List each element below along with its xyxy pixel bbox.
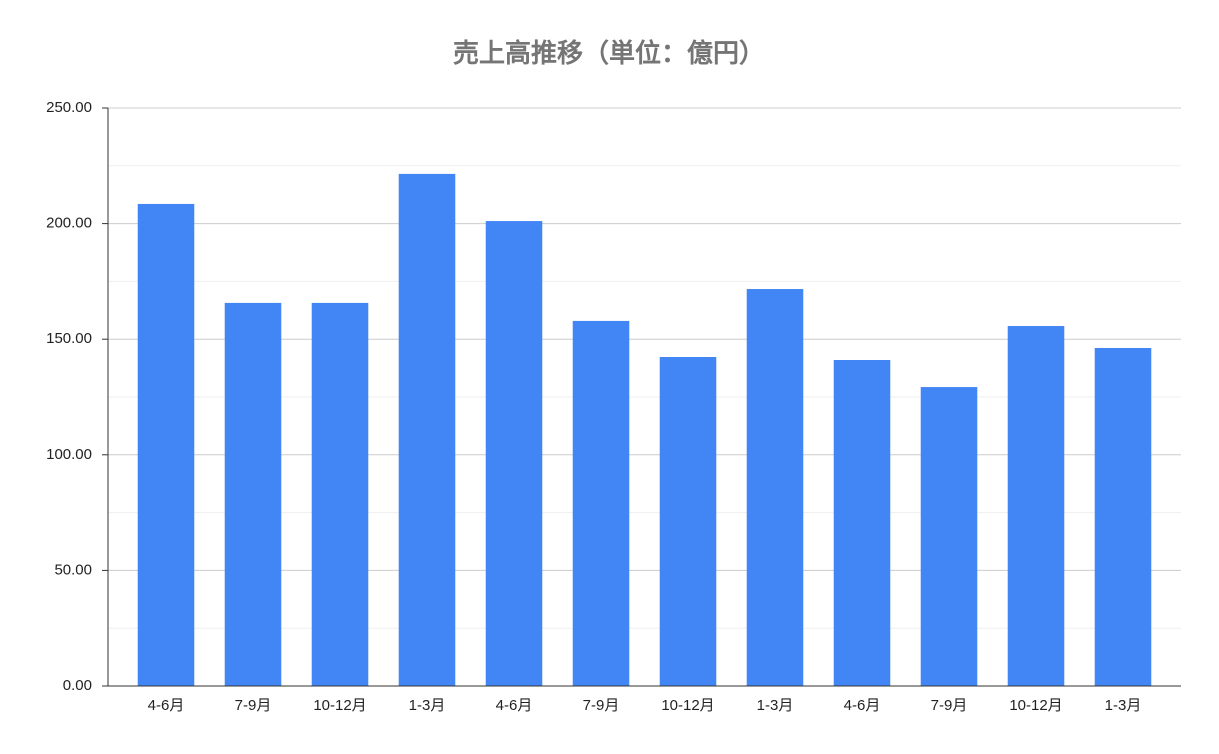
- bar: [485, 221, 543, 686]
- x-tick-label: 7-9月: [931, 697, 968, 714]
- bar: [659, 357, 717, 686]
- x-tick-label: 1-3月: [757, 697, 794, 714]
- bar: [920, 387, 978, 686]
- x-tick-label: 1-3月: [1105, 697, 1142, 714]
- x-tick-label: 10-12月: [661, 697, 714, 714]
- bar: [1094, 347, 1152, 686]
- x-tick-label: 4-6月: [844, 697, 881, 714]
- bar: [572, 320, 630, 686]
- y-tick-label: 100.00: [46, 446, 92, 463]
- bar: [224, 302, 282, 686]
- x-tick-label: 10-12月: [1009, 697, 1062, 714]
- chart-title: 売上高推移（単位：億円）: [453, 38, 765, 68]
- x-tick-label: 7-9月: [235, 697, 272, 714]
- bar: [1007, 326, 1065, 686]
- y-tick-label: 50.00: [54, 561, 92, 578]
- bar: [833, 360, 891, 686]
- x-tick-label: 4-6月: [496, 697, 533, 714]
- x-tick-label: 7-9月: [583, 697, 620, 714]
- y-tick-label: 150.00: [46, 330, 92, 347]
- x-tick-label: 1-3月: [409, 697, 446, 714]
- bar: [311, 302, 369, 686]
- y-tick-label: 250.00: [46, 99, 92, 116]
- y-tick-label: 0.00: [63, 677, 92, 694]
- bar: [137, 203, 195, 686]
- bar: [746, 289, 804, 686]
- x-tick-label: 10-12月: [313, 697, 366, 714]
- x-tick-label: 4-6月: [148, 697, 185, 714]
- bar: [398, 173, 456, 687]
- y-tick-label: 200.00: [46, 215, 92, 232]
